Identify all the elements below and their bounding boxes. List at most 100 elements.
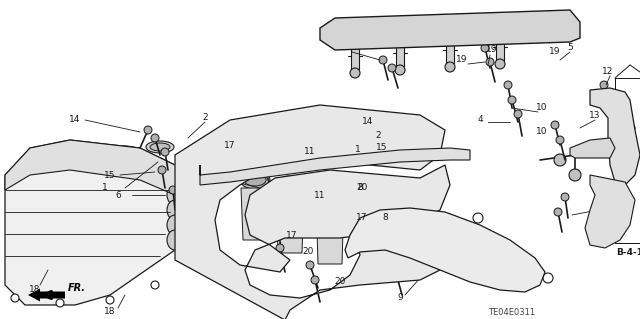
Circle shape [627, 152, 635, 160]
Ellipse shape [150, 143, 170, 151]
Circle shape [541, 19, 549, 27]
Circle shape [158, 166, 166, 174]
Circle shape [561, 193, 569, 201]
Ellipse shape [167, 215, 183, 235]
Text: 16: 16 [592, 235, 604, 244]
Circle shape [504, 81, 512, 89]
Circle shape [606, 211, 614, 219]
Text: 8: 8 [382, 213, 388, 222]
Circle shape [495, 59, 505, 69]
Text: TE04E0311: TE04E0311 [488, 308, 535, 317]
Ellipse shape [519, 263, 541, 281]
Text: B-4-1: B-4-1 [616, 248, 640, 257]
Ellipse shape [45, 158, 65, 166]
Ellipse shape [41, 156, 69, 168]
Polygon shape [585, 175, 635, 248]
Text: 11: 11 [314, 190, 326, 199]
Circle shape [392, 269, 400, 277]
Ellipse shape [76, 150, 104, 162]
Circle shape [445, 62, 455, 72]
Circle shape [602, 207, 618, 223]
Ellipse shape [319, 182, 341, 194]
Circle shape [151, 281, 159, 289]
Circle shape [161, 148, 169, 156]
Circle shape [514, 110, 522, 118]
Circle shape [491, 22, 499, 30]
Polygon shape [175, 105, 455, 319]
Circle shape [151, 134, 159, 142]
Circle shape [379, 56, 387, 64]
Text: 13: 13 [589, 110, 601, 120]
Polygon shape [590, 88, 640, 185]
Polygon shape [200, 148, 470, 185]
Polygon shape [241, 188, 269, 240]
Circle shape [353, 243, 363, 253]
Text: 3: 3 [339, 43, 345, 53]
Bar [446, 42, 454, 64]
Text: 11: 11 [304, 147, 316, 157]
Ellipse shape [409, 226, 431, 244]
Circle shape [11, 294, 19, 302]
Circle shape [389, 254, 397, 262]
FancyArrow shape [28, 288, 65, 301]
Bar [396, 45, 404, 67]
Text: 10: 10 [536, 103, 548, 113]
Ellipse shape [539, 18, 551, 28]
Circle shape [473, 213, 483, 223]
Bar [622, 118, 640, 163]
Ellipse shape [453, 234, 467, 246]
Text: 10: 10 [536, 128, 548, 137]
Text: 19: 19 [486, 46, 498, 55]
Polygon shape [5, 140, 195, 305]
Text: 17: 17 [356, 213, 368, 222]
Polygon shape [5, 140, 195, 195]
Circle shape [256, 144, 264, 152]
Ellipse shape [80, 152, 100, 160]
Ellipse shape [339, 30, 351, 40]
Text: 20: 20 [356, 183, 368, 192]
Text: 2: 2 [375, 130, 381, 139]
Text: 9: 9 [397, 293, 403, 302]
Text: 18: 18 [104, 308, 116, 316]
Circle shape [554, 208, 562, 216]
Circle shape [627, 138, 635, 146]
Ellipse shape [378, 234, 392, 246]
Bar [496, 39, 504, 61]
Ellipse shape [489, 21, 501, 31]
Circle shape [508, 96, 516, 104]
Circle shape [600, 81, 608, 89]
Polygon shape [316, 196, 344, 264]
Ellipse shape [146, 141, 174, 153]
Circle shape [395, 65, 405, 75]
Circle shape [486, 58, 494, 66]
Text: 18: 18 [29, 286, 41, 294]
Text: 19: 19 [549, 48, 561, 56]
Ellipse shape [167, 200, 183, 220]
Ellipse shape [374, 231, 396, 249]
Bar [615, 78, 640, 243]
Text: 15: 15 [104, 170, 116, 180]
Text: 13: 13 [589, 140, 601, 150]
Polygon shape [345, 208, 545, 292]
Ellipse shape [115, 148, 135, 156]
Circle shape [306, 261, 314, 269]
Circle shape [268, 204, 276, 212]
Text: FR.: FR. [68, 283, 86, 293]
Circle shape [551, 121, 559, 129]
Ellipse shape [493, 253, 507, 263]
Bar [351, 48, 359, 70]
Circle shape [341, 31, 349, 39]
Circle shape [403, 208, 413, 218]
Text: 6: 6 [115, 190, 121, 199]
Ellipse shape [360, 179, 390, 197]
Text: 14: 14 [69, 115, 81, 124]
Text: 1: 1 [102, 183, 108, 192]
Text: 8: 8 [357, 183, 363, 192]
Polygon shape [320, 10, 580, 50]
Text: 17: 17 [224, 140, 236, 150]
Circle shape [259, 161, 267, 169]
Text: 20: 20 [220, 174, 230, 182]
Text: 5: 5 [567, 43, 573, 53]
Circle shape [543, 273, 553, 283]
Text: 20: 20 [334, 278, 346, 286]
